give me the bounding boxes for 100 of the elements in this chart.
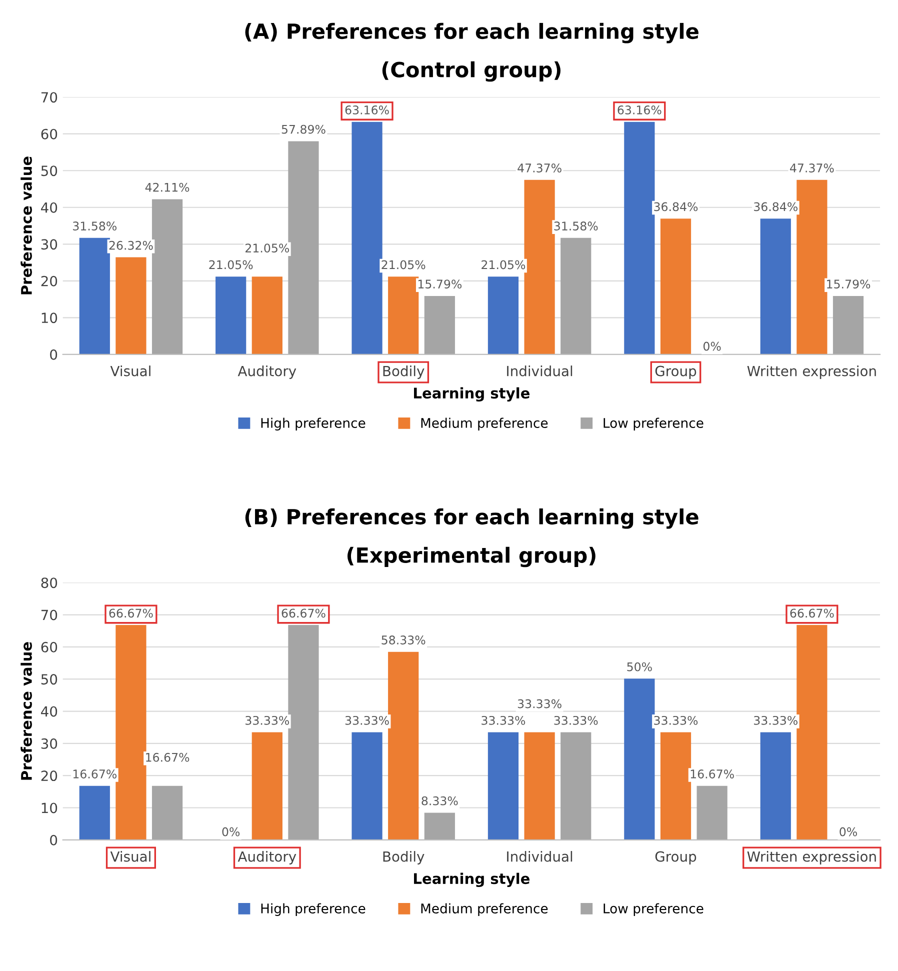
bar (832, 296, 864, 354)
data-label: 21.05% (209, 260, 253, 270)
data-label: 0% (840, 827, 857, 836)
y-tick-label: 50 (41, 166, 58, 176)
y-tick-label: 0 (50, 834, 58, 846)
data-label: 16.67% (690, 770, 734, 778)
data-label: 15.79% (418, 280, 462, 289)
data-label: 47.37% (790, 164, 834, 172)
y-tick-label: 60 (41, 642, 58, 652)
y-tick-label: 0 (50, 349, 58, 360)
data-label: 63.16% (345, 105, 389, 114)
bar (696, 786, 728, 840)
data-label: 21.05% (382, 260, 426, 270)
y-tick-label: 50 (41, 674, 58, 685)
x-tick-label: Visual (110, 366, 150, 376)
x-tick-label: Visual (110, 851, 150, 862)
data-label: 33.33% (482, 716, 526, 725)
bar (524, 732, 555, 840)
data-label: 8.33% (422, 796, 458, 806)
data-label: 31.58% (554, 222, 598, 230)
bar (660, 732, 692, 840)
bar (216, 276, 246, 354)
bar (796, 180, 828, 354)
bar (79, 786, 110, 840)
bar (660, 218, 692, 354)
data-label: 16.67% (73, 770, 116, 778)
x-tick-label: Written expression (747, 366, 876, 379)
y-axis-title: Preference value (20, 156, 32, 294)
bar (288, 141, 319, 354)
bar (152, 199, 183, 354)
x-tick-label: Bodily (383, 851, 424, 864)
data-label: 63.16% (618, 105, 662, 114)
data-label: 21.05% (482, 260, 526, 270)
bar (488, 732, 519, 840)
data-label: 47.37% (518, 164, 562, 172)
legend-label: High preference (261, 903, 366, 916)
legend-label: Low preference (604, 903, 704, 916)
data-label: 33.33% (554, 716, 598, 725)
bar (624, 678, 655, 840)
data-label: 16.67% (146, 752, 190, 762)
x-axis-title: Learning style (414, 872, 530, 888)
data-label: 36.84% (654, 202, 698, 212)
data-label: 66.67% (790, 608, 834, 618)
data-label: 33.33% (754, 716, 798, 725)
x-axis-title: Learning style (414, 387, 530, 402)
x-tick-label: Individual (507, 851, 572, 862)
bar (560, 238, 592, 354)
y-tick-label: 60 (41, 128, 58, 140)
x-tick-label: Individual (507, 366, 572, 376)
data-label: 57.89% (282, 124, 326, 134)
bar (79, 238, 110, 354)
chart-subtitle: (Experimental group) (347, 546, 596, 568)
y-tick-label: 80 (41, 578, 58, 588)
chart-subtitle: (Control group) (382, 61, 560, 82)
data-label: 33.33% (345, 716, 389, 725)
bar (424, 812, 455, 840)
x-tick-label: Bodily (383, 366, 424, 379)
x-tick-label: Auditory (238, 366, 296, 379)
legend-label: Low preference (604, 418, 704, 431)
data-label: 33.33% (654, 716, 698, 725)
y-axis-title: Preference value (20, 642, 32, 780)
data-label: 42.11% (145, 182, 190, 192)
data-label: 66.67% (109, 608, 153, 618)
data-label: 36.84% (754, 202, 798, 212)
data-label: 58.33% (382, 636, 426, 644)
legend-label: Medium preference (421, 418, 548, 431)
bar (252, 276, 282, 354)
y-tick-label: 20 (41, 276, 58, 286)
bar (388, 276, 419, 354)
bar (424, 296, 455, 354)
y-tick-label: 40 (41, 202, 58, 213)
legend-label: High preference (261, 418, 366, 431)
data-label: 33.33% (246, 716, 290, 725)
data-label: 31.58% (73, 222, 116, 230)
x-tick-label: Group (655, 366, 696, 379)
data-label: 0% (703, 342, 721, 351)
data-label: 33.33% (518, 699, 562, 708)
y-tick-label: 30 (41, 239, 58, 250)
bar (524, 180, 555, 354)
bar (760, 218, 791, 354)
chart-title: (B) Preferences for each learning style (245, 508, 698, 529)
bar (252, 732, 282, 840)
data-label: 21.05% (246, 244, 290, 253)
data-label: 0% (222, 827, 240, 836)
legend-label: Medium preference (421, 903, 548, 916)
bar (352, 732, 382, 840)
bar (760, 732, 791, 840)
x-tick-label: Written expression (747, 851, 876, 864)
bar (488, 276, 519, 354)
bar (152, 786, 183, 840)
y-tick-label: 70 (41, 610, 58, 620)
data-label: 66.67% (282, 608, 326, 618)
x-tick-label: Auditory (238, 851, 296, 864)
y-tick-label: 70 (41, 92, 58, 103)
data-label: 15.79% (827, 280, 870, 289)
y-tick-label: 20 (41, 770, 58, 782)
bar (388, 652, 419, 840)
y-tick-label: 40 (41, 706, 58, 717)
y-tick-label: 10 (42, 312, 58, 324)
data-label: 50% (627, 662, 652, 672)
